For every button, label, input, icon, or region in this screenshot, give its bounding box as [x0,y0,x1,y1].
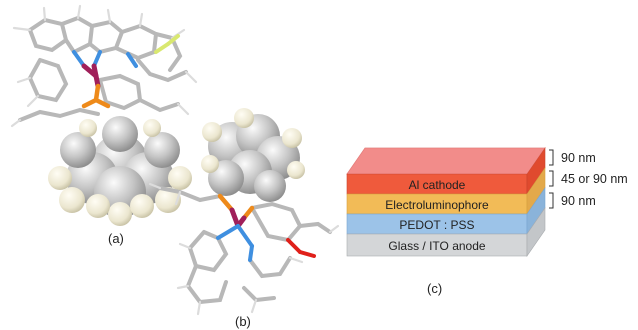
layer-al-cathode: Al cathode [346,147,546,195]
device-stack: Al cathode Electroluminophore PEDOT : PS… [346,147,628,296]
layer-label-pedot-pss: PEDOT : PSS [399,218,474,232]
bracket-top [549,149,554,166]
panel-label-c: (c) [427,281,442,296]
molecule-a-sticks [10,4,198,128]
layer-electroluminophore: Electroluminophore [346,167,546,215]
thickness-label-pedot: 90 nm [561,194,596,208]
molecule-b-spacefill [201,108,305,202]
panel-label-b: (b) [235,314,251,329]
molecule-b: (b) [148,108,340,329]
thickness-brackets [549,149,554,209]
layer-top-slab [347,148,545,174]
layer-glass-ito: Glass / ITO anode [346,207,546,257]
bracket-pedot [549,192,554,209]
thickness-label-mid: 45 or 90 nm [561,172,628,186]
layer-label-al-cathode: Al cathode [409,178,466,192]
molecule-a: (a) [10,4,198,246]
thickness-label-top: 90 nm [561,151,596,165]
panel-label-a: (a) [108,231,124,246]
layer-label-electroluminophore: Electroluminophore [385,198,489,212]
layer-label-glass-ito: Glass / ITO anode [388,239,485,253]
bracket-mid [549,170,554,187]
molecule-b-sticks [148,182,340,316]
layer-pedot-pss: PEDOT : PSS [346,187,546,235]
molecule-a-spacefill [48,116,192,226]
